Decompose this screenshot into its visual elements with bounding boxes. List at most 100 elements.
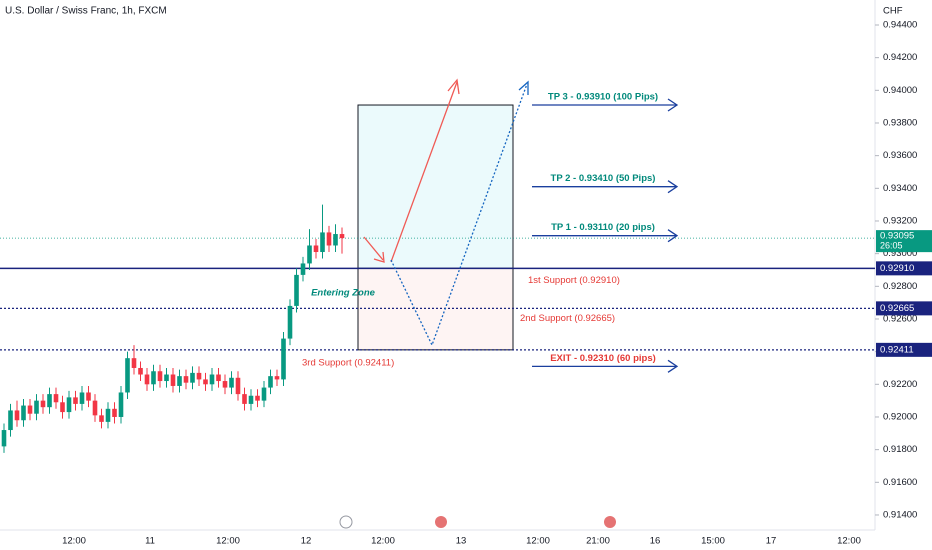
candle-body (151, 371, 156, 385)
candle-body (222, 381, 228, 388)
x-tick-label: 12:00 (216, 536, 240, 547)
candle-body (164, 374, 169, 382)
currency-label: CHF (883, 6, 903, 17)
support-label: 1st Support (0.92910) (528, 275, 620, 286)
candle-body (333, 234, 338, 246)
y-tick-label: 0.93800 (883, 118, 917, 129)
candle-body (281, 338, 286, 380)
y-tick-label: 0.93600 (883, 150, 917, 161)
candle-body (92, 400, 98, 416)
y-tick-label: 0.92000 (883, 411, 917, 422)
candle-body (66, 397, 72, 413)
y-tick-label: 0.94200 (883, 52, 917, 63)
candle-body (170, 374, 176, 386)
candle-body (248, 395, 254, 404)
x-tick-label: 11 (145, 536, 155, 547)
price-label: 0.93095 (880, 231, 914, 242)
x-tick-label: 17 (766, 536, 777, 547)
target-arrow-head (667, 359, 679, 373)
candle-body (300, 263, 306, 275)
candle-body (112, 408, 117, 417)
candle-body (320, 232, 325, 253)
candle-body (287, 305, 293, 339)
candle-body (14, 410, 20, 421)
candle-body (203, 379, 208, 385)
event-icon (435, 516, 447, 528)
target-label: TP 2 - 0.93410 (50 Pips) (551, 173, 656, 184)
x-tick-label: 16 (650, 536, 661, 547)
x-tick-label: 15:00 (701, 536, 725, 547)
candle-body (86, 392, 91, 401)
candle-body (196, 372, 202, 380)
x-tick-label: 12:00 (837, 536, 861, 547)
y-tick-label: 0.93000 (883, 248, 917, 259)
loss-zone (357, 267, 514, 351)
x-tick-label: 12:00 (371, 536, 395, 547)
target-arrow-head (667, 98, 679, 112)
y-tick-label: 0.92600 (883, 313, 917, 324)
candle-body (339, 234, 345, 239)
candle-body (183, 376, 189, 383)
target-arrow-head (667, 180, 679, 194)
candle-body (105, 408, 111, 422)
arrow-head (373, 251, 385, 263)
y-tick-label: 0.92800 (883, 281, 917, 292)
candle-body (138, 367, 143, 375)
candle-body (209, 374, 215, 385)
x-tick-label: 12:00 (526, 536, 550, 547)
x-tick-label: 21:00 (586, 536, 610, 547)
target-label: TP 1 - 0.93110 (20 pips) (551, 222, 655, 233)
candle-body (118, 392, 124, 417)
candle-body (1, 430, 7, 447)
candle-body (40, 400, 46, 408)
arrow (390, 81, 458, 263)
y-tick-label: 0.93200 (883, 215, 917, 226)
price-label: 0.92910 (880, 263, 914, 274)
candle-body (99, 415, 104, 422)
arrows (363, 78, 529, 347)
x-tick-label: 13 (456, 536, 467, 547)
candle-body (307, 245, 312, 264)
price-label: 0.92665 (880, 303, 914, 314)
event-icon (339, 515, 353, 529)
candle-body (229, 377, 234, 388)
candle-body (274, 376, 280, 380)
event-icon (604, 516, 616, 528)
x-tick-label: 12 (301, 536, 312, 547)
zone-label: Entering Zone (311, 288, 376, 299)
y-tick-label: 0.91400 (883, 509, 917, 520)
candle-body (144, 374, 150, 385)
arrow-head (518, 80, 529, 95)
candle-body (235, 377, 241, 395)
candle-body (216, 374, 221, 382)
y-tick-label: 0.94400 (883, 20, 917, 31)
candle-body (125, 358, 130, 393)
arrow (363, 236, 384, 261)
candle-body (8, 410, 13, 431)
support-label: 2nd Support (0.92665) (520, 313, 615, 324)
candle-body (34, 400, 39, 414)
candle-body (261, 387, 267, 401)
candle-body (313, 245, 319, 253)
price-label-box (876, 301, 932, 316)
candle-body (157, 371, 163, 382)
candle-body (60, 402, 65, 413)
candle-body (177, 376, 182, 386)
price-label-box (876, 261, 932, 276)
target-arrow-head (667, 229, 679, 243)
arrow-head (447, 78, 460, 95)
candle-body (255, 395, 260, 401)
y-tick-label: 0.94000 (883, 85, 917, 96)
countdown: 26:05 (880, 241, 903, 251)
chart-title: U.S. Dollar / Swiss Franc, 1h, FXCM (5, 6, 167, 17)
price-label: 0.92411 (880, 344, 914, 355)
candle-body (294, 274, 299, 306)
price-label-box (876, 342, 932, 357)
x-tick-label: 12:00 (62, 536, 86, 547)
y-tick-label: 0.93400 (883, 183, 917, 194)
candle-body (131, 358, 137, 368)
candle-body (268, 376, 273, 388)
target-label: TP 3 - 0.93910 (100 Pips) (548, 92, 658, 103)
support-label: 3rd Support (0.92411) (302, 357, 394, 368)
